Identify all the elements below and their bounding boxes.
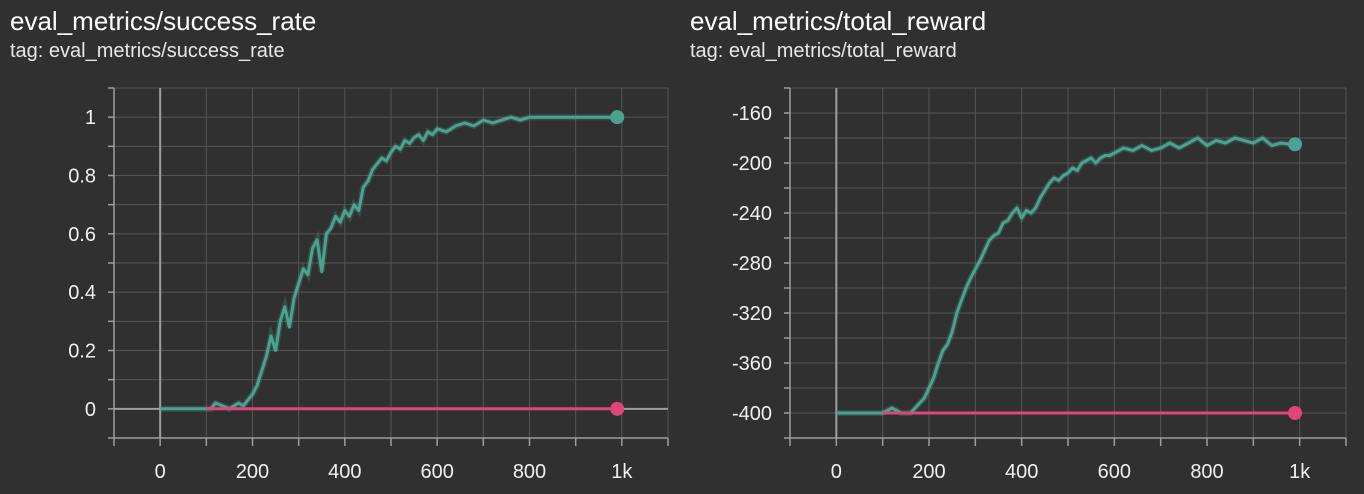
x-tick-label: 200: [236, 461, 269, 483]
chart-tag: tag: eval_metrics/total_reward: [690, 40, 957, 62]
y-tick-label: 0.4: [68, 282, 96, 304]
y-tick-label: 1: [85, 107, 96, 129]
y-tick-label: 0: [85, 399, 96, 421]
x-tick-label: 1k: [611, 461, 633, 483]
series-end-marker: [610, 110, 625, 125]
chart-panel-total-reward: eval_metrics/total_reward tag: eval_metr…: [682, 0, 1364, 494]
y-tick-label: -360: [732, 353, 772, 375]
y-tick-label: 0.6: [68, 224, 96, 246]
series-end-marker: [1288, 137, 1303, 152]
chart-title: eval_metrics/success_rate: [10, 6, 317, 36]
y-tick-label: 0.2: [68, 341, 96, 363]
y-tick-label: 0.8: [68, 166, 96, 188]
x-tick-label: 400: [328, 461, 361, 483]
series-line: [160, 115, 618, 411]
x-tick-label: 600: [420, 461, 453, 483]
y-tick-label: -280: [732, 253, 772, 275]
x-tick-label: 600: [1098, 461, 1131, 483]
y-tick-label: -320: [732, 303, 772, 325]
y-tick-label: -400: [732, 403, 772, 425]
chart-panel-success-rate: eval_metrics/success_rate tag: eval_metr…: [0, 0, 682, 494]
x-tick-label: 400: [1005, 461, 1038, 483]
x-tick-label: 1k: [1289, 461, 1311, 483]
x-tick-label: 200: [912, 461, 945, 483]
x-tick-label: 0: [155, 461, 166, 483]
series-raw-trace: [836, 134, 1295, 416]
x-tick-label: 800: [513, 461, 546, 483]
success-rate-chart[interactable]: 0 0.2 0.4 0.6 0.8 1 0 200 400 600 800 1k: [0, 0, 682, 494]
series-end-marker: [1288, 406, 1303, 420]
y-tick-label: -200: [732, 153, 772, 175]
series-end-marker: [610, 401, 625, 416]
x-tick-label: 0: [831, 461, 842, 483]
chart-tag: tag: eval_metrics/success_rate: [10, 40, 285, 62]
total-reward-chart[interactable]: -400 -360 -320 -280 -240 -200 -160 0 200 400 600 80…: [682, 0, 1364, 494]
x-tick-label: 800: [1190, 461, 1223, 483]
series-line: [836, 136, 1295, 415]
chart-title: eval_metrics/total_reward: [690, 6, 987, 36]
y-tick-label: -160: [732, 103, 772, 125]
y-tick-label: -240: [732, 203, 772, 225]
